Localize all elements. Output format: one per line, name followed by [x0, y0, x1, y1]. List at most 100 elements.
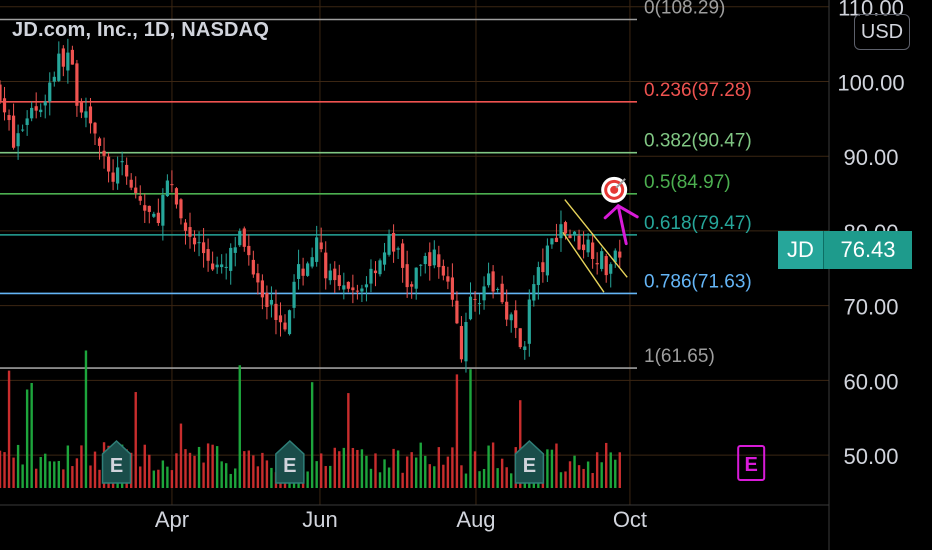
- fib-level-label: 0.382(90.47): [644, 131, 752, 152]
- candle-body: [7, 115, 11, 121]
- candle-body: [183, 222, 188, 231]
- candle-body: [355, 290, 359, 292]
- candle-body: [486, 273, 491, 286]
- candle-body: [283, 322, 287, 330]
- volume-bar: [84, 350, 88, 488]
- candle-body: [251, 259, 255, 275]
- volume-bar: [98, 469, 101, 488]
- candle-body: [310, 257, 314, 267]
- volume-bar: [152, 470, 156, 488]
- candle-body: [514, 310, 518, 328]
- volume-bar: [39, 456, 42, 488]
- price-badge-value: 76.43: [823, 231, 912, 269]
- candle-body: [491, 271, 495, 292]
- candle-body: [165, 180, 169, 197]
- candle-body: [509, 314, 513, 321]
- volume-bar: [188, 452, 192, 488]
- candle-body: [618, 251, 622, 258]
- candle-body: [405, 264, 409, 288]
- volume-bar: [482, 468, 486, 488]
- price-axis-tick-label: 100.00: [837, 70, 904, 95]
- candle-body: [437, 254, 441, 268]
- volume-bar: [16, 444, 20, 488]
- earnings-badge[interactable]: [101, 439, 132, 484]
- volume-bar: [229, 473, 232, 488]
- volume-bar: [270, 467, 273, 488]
- candle-body: [382, 252, 387, 265]
- volume-bar: [605, 442, 608, 488]
- candle-body: [188, 227, 192, 237]
- candle-body: [192, 237, 197, 245]
- channel-lower-line: [562, 232, 605, 293]
- volume-bar: [25, 389, 29, 488]
- earnings-badge[interactable]: [514, 439, 545, 484]
- candle-body: [39, 109, 43, 113]
- candle-body: [473, 298, 477, 300]
- fib-level-label: 1(61.65): [644, 346, 715, 367]
- volume-bar: [89, 465, 92, 488]
- candle-body: [70, 49, 74, 65]
- volume-bar: [365, 455, 368, 488]
- volume-bar: [329, 465, 332, 488]
- candle-body: [446, 276, 450, 282]
- candle-body: [260, 280, 264, 298]
- volume-bar: [455, 374, 459, 488]
- volume-bar: [577, 465, 581, 488]
- volume-bar: [44, 453, 47, 488]
- volume-bar: [614, 459, 617, 488]
- candle-body: [324, 252, 328, 279]
- candle-body: [328, 270, 332, 281]
- volume-bar: [369, 468, 373, 488]
- candle-body: [34, 106, 38, 111]
- volume-bar: [573, 455, 576, 488]
- volume-bar: [333, 447, 336, 488]
- candle-body: [125, 164, 129, 177]
- volume-bar: [383, 459, 386, 488]
- volume-bar: [451, 447, 454, 488]
- candle-body: [315, 237, 319, 262]
- candle-body: [269, 299, 274, 305]
- volume-bar: [442, 464, 445, 488]
- volume-bar: [224, 463, 228, 488]
- volume-bar: [559, 472, 563, 488]
- volume-bar: [161, 460, 165, 488]
- price-axis-tick-label: 50.00: [843, 444, 898, 469]
- price-axis-tick-label: 90.00: [843, 145, 898, 170]
- volume-bar: [428, 464, 431, 488]
- symbol-title: JD.com, Inc., 1D, NASDAQ: [12, 19, 270, 41]
- earnings-upcoming-badge[interactable]: [737, 445, 766, 481]
- time-axis-tick-label: Apr: [155, 507, 189, 532]
- candle-body: [550, 238, 554, 245]
- volume-bar: [591, 472, 594, 488]
- candle-body: [256, 273, 260, 283]
- candle-body: [233, 247, 237, 253]
- candle-body: [595, 263, 599, 265]
- candle-body: [346, 281, 350, 289]
- volume-bar: [0, 450, 2, 488]
- volume-bar: [487, 445, 490, 488]
- candle-body: [527, 299, 531, 344]
- volume-bar: [419, 442, 422, 488]
- volume-bar: [166, 466, 169, 488]
- volume-bar: [197, 446, 201, 488]
- candle-body: [97, 138, 102, 146]
- candle-body: [75, 63, 79, 106]
- volume-bar: [491, 442, 495, 488]
- candle-body: [48, 82, 52, 102]
- candle-body: [156, 212, 160, 223]
- candle-body: [455, 300, 459, 324]
- candle-body: [211, 263, 215, 270]
- candle-body: [278, 315, 283, 323]
- fib-level-label: 0.236(97.28): [644, 80, 752, 101]
- candle-body: [274, 303, 278, 320]
- candle-body: [265, 292, 269, 308]
- candle-body: [111, 172, 115, 182]
- target-arrow: [616, 204, 628, 246]
- volume-bar: [256, 466, 260, 488]
- candle-body: [206, 249, 210, 261]
- currency-selector[interactable]: USD: [854, 14, 910, 50]
- earnings-badge[interactable]: [275, 439, 305, 484]
- candle-body: [161, 194, 165, 226]
- volume-bar: [175, 453, 178, 488]
